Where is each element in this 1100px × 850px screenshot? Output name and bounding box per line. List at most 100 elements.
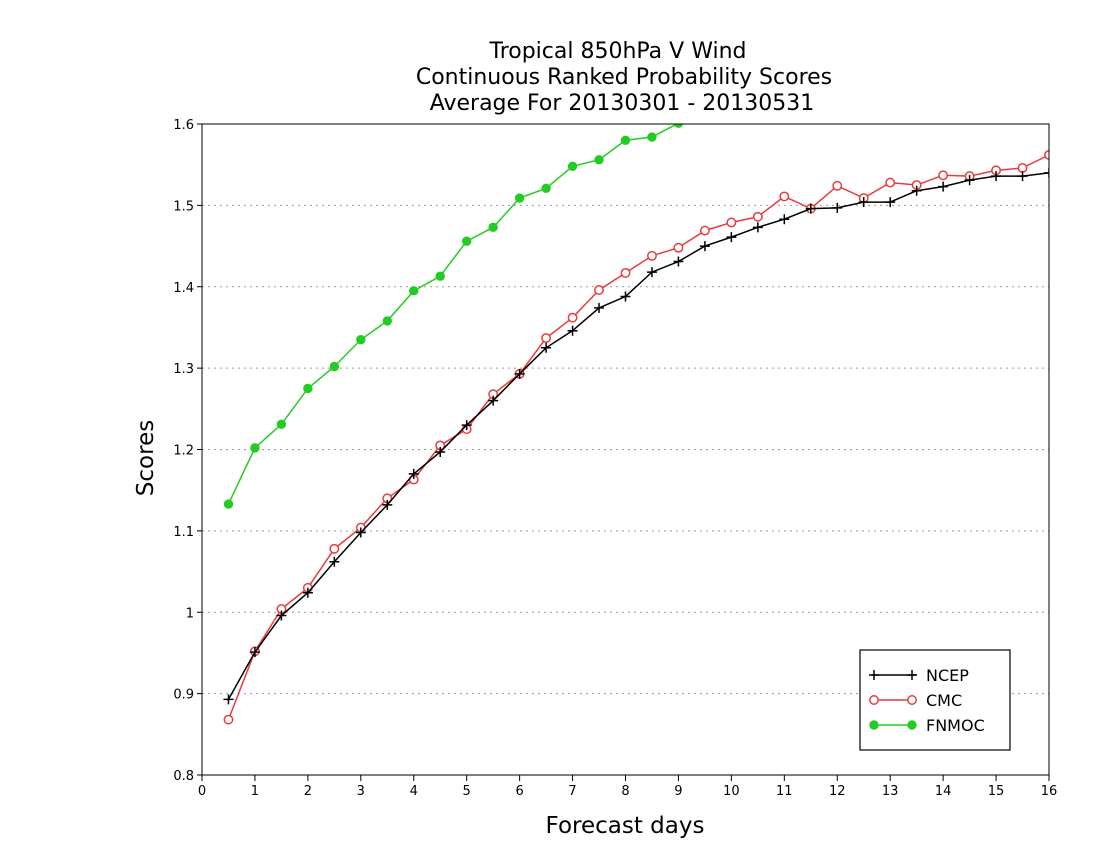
legend-ncep: NCEP — [869, 666, 969, 685]
legend-fnmoc-point — [869, 720, 879, 730]
series-ncep-point — [991, 171, 1002, 182]
series-ncep-point — [858, 197, 869, 208]
y-tick-label: 1.4 — [173, 281, 194, 296]
chart-title: Tropical 850hPa V Wind Continuous Ranked… — [416, 39, 832, 116]
series-ncep-point — [408, 468, 419, 479]
legend-fnmoc: FNMOC — [869, 716, 985, 735]
series-ncep-point — [779, 214, 790, 225]
series-ncep-point — [1017, 171, 1028, 182]
series-cmc-point — [1044, 149, 1049, 160]
x-tick-label: 10 — [723, 784, 740, 799]
series-cmc-point — [779, 191, 790, 202]
gridlines — [202, 204, 1049, 695]
series-ncep-point — [594, 302, 605, 313]
y-tick-label: 1.3 — [173, 362, 194, 377]
x-tick-label: 11 — [776, 784, 793, 799]
series-ncep-point — [276, 610, 287, 621]
series-ncep-point — [726, 232, 737, 243]
series-cmc — [223, 149, 1049, 725]
y-tick-label: 1.2 — [173, 444, 194, 459]
x-tick-label: 13 — [882, 784, 899, 799]
legend-cmc-point — [869, 695, 879, 705]
series-ncep-point — [329, 556, 340, 567]
series-cmc-line — [227, 154, 1049, 720]
series-cmc-point — [223, 714, 234, 725]
series-ncep-point — [646, 267, 657, 278]
series-ncep-point — [567, 325, 578, 336]
x-tick-label: 7 — [568, 784, 576, 799]
series-ncep — [223, 167, 1049, 705]
series-cmc-point — [594, 285, 604, 295]
series-ncep-point — [620, 291, 631, 302]
series-fnmoc-point — [673, 124, 684, 128]
series-ncep-point — [514, 368, 525, 379]
y-tick-label: 1.1 — [173, 525, 194, 540]
y-tick-label: 1.6 — [173, 118, 194, 133]
series-fnmoc-point — [409, 286, 419, 296]
x-axis: 0 1 2 3 4 5 6 7 8 9 10 11 12 13 14 15 16 — [198, 775, 1057, 799]
chart-title-line-3: Average For 20130301 - 20130531 — [430, 91, 815, 116]
legend-cmc-point — [907, 695, 917, 705]
x-tick-label: 2 — [304, 784, 312, 799]
x-tick-label: 15 — [988, 784, 1005, 799]
series-fnmoc-point — [223, 499, 234, 509]
x-tick-label: 8 — [621, 784, 629, 799]
series-ncep-point — [832, 202, 843, 213]
series-ncep-point — [911, 185, 922, 196]
y-tick-label: 1 — [186, 606, 194, 621]
legend-cmc: CMC — [869, 691, 962, 710]
series-cmc-point — [832, 180, 843, 191]
series-ncep-point — [249, 647, 260, 658]
series-fnmoc-point — [276, 419, 287, 429]
chart-title-line-2: Continuous Ranked Probability Scores — [416, 65, 832, 90]
series-ncep-point — [488, 395, 499, 406]
series-fnmoc-point — [461, 236, 472, 246]
x-tick-label: 1 — [251, 784, 259, 799]
series-ncep-point — [885, 197, 896, 208]
x-tick-label: 6 — [515, 784, 523, 799]
series-fnmoc-point — [514, 193, 525, 203]
series-cmc-point — [329, 543, 340, 554]
x-tick-label: 12 — [829, 784, 846, 799]
series-cmc-point — [541, 333, 552, 343]
series-cmc-point — [620, 267, 631, 278]
series-cmc-point — [726, 217, 737, 228]
series-ncep-point — [223, 694, 234, 705]
y-tick-label: 0.9 — [173, 688, 194, 703]
series-fnmoc-point — [541, 183, 551, 193]
series-layer — [223, 124, 1049, 725]
series-cmc-point — [699, 225, 710, 236]
series-ncep-point — [699, 241, 710, 252]
y-axis-label: Scores — [133, 420, 159, 496]
x-tick-label: 4 — [410, 784, 418, 799]
x-tick-label: 3 — [357, 784, 365, 799]
series-ncep-point — [805, 203, 816, 214]
series-ncep-point — [435, 446, 446, 457]
series-ncep-point — [964, 175, 975, 186]
series-ncep-line — [227, 172, 1049, 700]
series-fnmoc-point — [329, 361, 340, 372]
y-axis: 0.8 0.9 1 1.1 1.2 1.3 1.4 1.5 1.6 — [173, 118, 202, 784]
series-fnmoc-point — [488, 222, 498, 233]
legend-ncep-point — [907, 670, 917, 680]
series-cmc-point — [885, 177, 896, 188]
series-cmc-point — [647, 250, 657, 261]
series-fnmoc-point — [382, 316, 392, 326]
series-cmc-point — [673, 242, 684, 253]
legend-fnmoc-label: FNMOC — [926, 716, 985, 735]
series-fnmoc-point — [303, 383, 313, 394]
series-ncep-point — [355, 527, 366, 538]
x-tick-label: 16 — [1041, 784, 1058, 799]
series-ncep-point — [752, 222, 763, 233]
x-tick-label: 14 — [935, 784, 952, 799]
series-ncep-point — [541, 342, 552, 353]
series-fnmoc-point — [647, 132, 657, 142]
series-ncep-point — [302, 587, 313, 598]
legend: NCEP CMC FNMOC — [859, 649, 1011, 751]
series-ncep-point — [1044, 167, 1049, 178]
series-cmc-point — [752, 211, 763, 222]
series-ncep-point — [461, 420, 472, 431]
x-tick-label: 0 — [198, 784, 206, 799]
series-fnmoc-point — [435, 271, 445, 281]
series-fnmoc-point — [356, 334, 366, 345]
